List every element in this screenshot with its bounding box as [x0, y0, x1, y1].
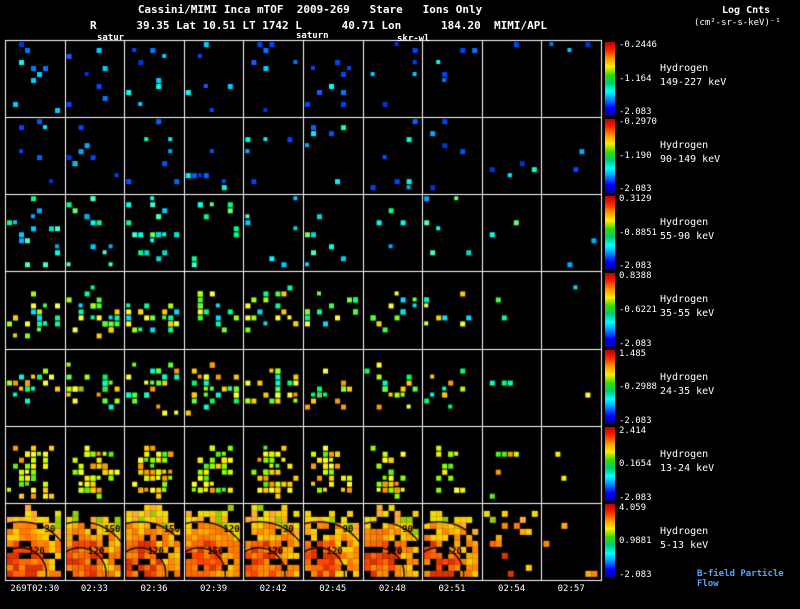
colorbar-min-label: -2.083 — [619, 261, 652, 272]
colorbar — [605, 195, 615, 270]
row-energy-label: 13-24 keV — [660, 462, 715, 474]
row-species-label: Hydrogen — [660, 63, 709, 74]
colorbar-mid-label: -0.8851 — [619, 227, 657, 238]
time-axis-label: 02:36 — [140, 584, 168, 594]
row-energy-label: 149-227 keV — [660, 77, 727, 88]
colorbar-max-label: -0.2970 — [619, 117, 657, 128]
time-axis-label: 02:54 — [498, 584, 526, 594]
time-axis-label: 02:45 — [319, 584, 347, 594]
row-energy-label: 90-149 keV — [660, 154, 721, 166]
colorbar-mid-label: 0.1654 — [619, 459, 652, 470]
colorbar-min-label: -2.083 — [619, 492, 652, 503]
colorbar-units-label: (cm²-sr-s-keV)⁻¹ — [694, 18, 781, 28]
time-axis-label: 02:57 — [557, 584, 585, 594]
colorbar-mid-label: 0.9881 — [619, 536, 652, 547]
colorbar-max-label: 0.8388 — [619, 271, 652, 282]
colorbar-min-label: -2.083 — [619, 415, 652, 426]
colorbar-max-label: 1.485 — [619, 348, 647, 359]
colorbar-mid-label: -1.190 — [619, 150, 652, 161]
bfield-flow-label: B-field Particle Flow — [697, 569, 784, 589]
colorbar-max-label: 2.414 — [619, 425, 647, 436]
header-annotation: satur — [97, 33, 125, 43]
colorbar-mid-label: -1.164 — [619, 73, 652, 84]
colorbar — [605, 427, 615, 502]
row-energy-label: 24-35 keV — [660, 385, 715, 397]
colorbar-max-label: 0.3129 — [619, 194, 652, 205]
plot-title: Cassini/MIMI Inca mTOF 2009-269 Stare Io… — [137, 3, 483, 16]
colorbar-max-label: 4.059 — [619, 502, 647, 513]
row-species-label: Hydrogen — [660, 371, 709, 383]
colorbar-title: Log Cnts — [722, 5, 771, 16]
row-energy-label: 55-90 keV — [660, 231, 715, 243]
row-species-label: Hydrogen — [660, 140, 709, 152]
row-species-label: Hydrogen — [660, 217, 709, 229]
header-annotation: saturn — [296, 31, 329, 41]
time-axis-label: 02:33 — [80, 584, 108, 594]
header-annotation: skr-wl — [397, 34, 430, 44]
time-axis-label: 269T02:30 — [10, 584, 60, 594]
colorbar — [605, 272, 615, 348]
row-species-label: Hydrogen — [660, 294, 709, 306]
row-energy-label: 5-13 keV — [660, 539, 709, 551]
row-energy-label: 35-55 keV — [660, 308, 715, 320]
colorbar-mid-label: -0.2988 — [619, 382, 657, 393]
colorbar-min-label: -2.083 — [619, 338, 652, 349]
time-axis-label: 02:48 — [378, 584, 406, 594]
colorbar-min-label: -2.083 — [619, 570, 652, 580]
colorbar-mid-label: -0.6221 — [619, 305, 657, 315]
colorbar-max-label: -0.2446 — [619, 40, 657, 50]
colorbar — [605, 350, 615, 425]
ephemeris-line: R 39.35 Lat 10.51 LT 1742 L 40.71 Lon 18… — [90, 19, 547, 32]
colorbar — [605, 41, 615, 116]
colorbar-min-label: -2.083 — [619, 107, 652, 118]
colorbar — [605, 504, 615, 579]
colorbar-min-label: -2.083 — [619, 184, 652, 195]
row-species-label: Hydrogen — [660, 525, 709, 537]
time-axis-label: 02:39 — [200, 584, 228, 594]
time-axis-label: 02:51 — [438, 584, 466, 594]
time-axis-label: 02:42 — [259, 584, 287, 594]
row-species-label: Hydrogen — [660, 448, 709, 460]
colorbar — [605, 118, 615, 193]
